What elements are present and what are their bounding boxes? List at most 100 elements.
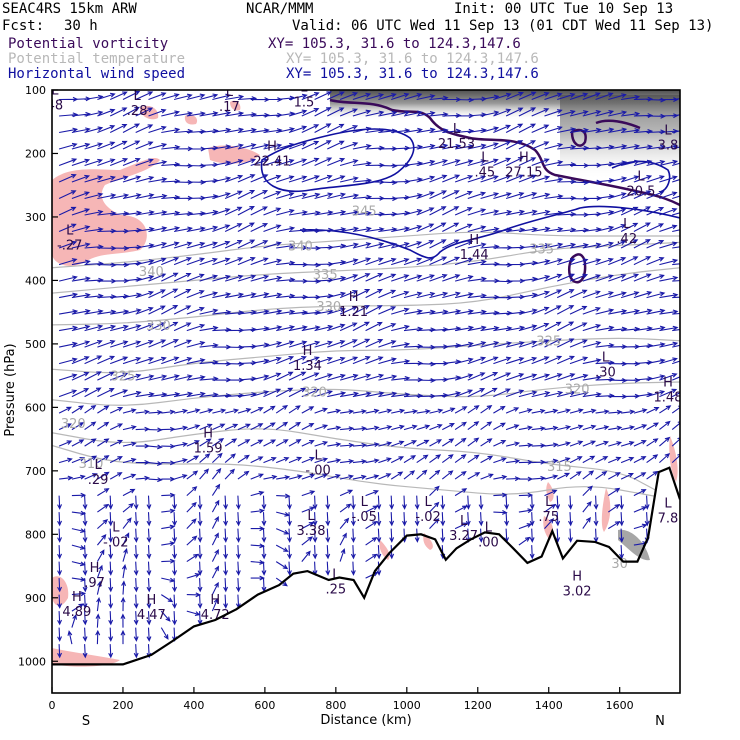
wind-vector: [646, 159, 666, 167]
wind-vector: [325, 495, 331, 510]
wind-vector: [440, 512, 446, 527]
wind-vector: [161, 321, 179, 332]
wind-vector: [172, 545, 178, 560]
wind-vector: [595, 127, 615, 134]
wind-vector: [340, 426, 355, 432]
extremum-type: L: [602, 350, 610, 365]
wind-vector: [646, 406, 660, 414]
wind-vector: [569, 273, 589, 282]
wind-vector: [352, 409, 367, 415]
wind-vector: [608, 208, 627, 216]
wind-vector: [659, 309, 679, 315]
wind-vector: [455, 325, 475, 332]
wind-vector: [199, 408, 214, 414]
wind-vector: [442, 291, 461, 299]
wind-vector: [122, 356, 142, 365]
wind-vector: [621, 94, 641, 101]
wind-vector: [672, 312, 680, 315]
org-label: NCAR/MMM: [246, 1, 314, 17]
wind-vector: [314, 356, 333, 365]
wind-vector: [82, 512, 88, 527]
wind-vector: [57, 594, 63, 609]
wind-vector: [569, 322, 588, 332]
wind-vector: [376, 561, 382, 576]
wind-vector: [135, 426, 150, 432]
theta-label: 310: [79, 457, 104, 472]
wind-vector: [582, 307, 601, 315]
wind-vector: [58, 457, 73, 464]
wind-vector: [544, 489, 558, 497]
wind-vector: [133, 627, 139, 642]
wind-vector: [148, 210, 168, 216]
wind-vector: [250, 206, 268, 216]
wind-vector: [58, 423, 72, 431]
wind-vector: [97, 355, 116, 365]
wind-vector: [620, 206, 639, 216]
wind-vector: [505, 356, 525, 365]
wind-vector: [97, 193, 117, 200]
wind-vector: [378, 441, 393, 447]
wind-vector: [569, 110, 589, 117]
wind-vector: [454, 207, 473, 216]
wind-vector: [97, 108, 116, 117]
wind-vector: [608, 441, 622, 447]
wind-vector: [376, 528, 382, 543]
wind-vector: [391, 110, 411, 117]
wind-vector: [619, 528, 625, 543]
wind-vector: [518, 123, 537, 133]
wind-vector: [225, 111, 245, 117]
wind-vectors: [57, 90, 680, 659]
wind-vector: [97, 421, 110, 431]
wind-vector: [212, 292, 232, 299]
wind-vector: [135, 175, 155, 183]
wind-vector: [544, 273, 563, 282]
wind-vector: [325, 561, 331, 576]
wind-vector: [518, 425, 533, 431]
wind-vector: [671, 453, 680, 464]
wind-vector: [122, 473, 137, 480]
extremum-type: L: [112, 520, 120, 535]
wind-vector: [557, 109, 576, 117]
wind-vector: [416, 327, 436, 333]
wind-vector: [608, 472, 621, 480]
wind-vector: [672, 212, 680, 216]
extremum-type: L: [637, 169, 645, 184]
wind-vector: [620, 222, 639, 232]
wind-vector: [173, 305, 192, 315]
wind-vector: [505, 441, 521, 447]
wind-vector: [391, 274, 410, 282]
wind-vector: [531, 226, 551, 233]
wind-vector: [569, 289, 588, 299]
wind-vector: [301, 140, 320, 150]
wind-vector: [582, 290, 601, 299]
wind-vector: [58, 275, 78, 282]
wind-vector: [544, 321, 562, 332]
wind-vector: [161, 492, 176, 498]
theta-335-line: [52, 241, 680, 294]
wind-vector: [161, 443, 176, 449]
wind-vector: [186, 455, 200, 464]
wind-vector: [621, 128, 641, 134]
x-tick-label-200: 200: [112, 699, 133, 712]
wind-vector: [197, 512, 203, 527]
x-axis-label: Distance (km): [320, 713, 411, 728]
wind-vector: [301, 92, 320, 101]
wind-vector: [659, 325, 679, 332]
wind-vector: [263, 356, 282, 365]
wind-vector: [480, 209, 500, 216]
wind-vector: [327, 473, 341, 480]
wind-vector: [250, 274, 270, 282]
wind-vector: [672, 130, 680, 134]
legend-wind-xy: XY= 105.3, 31.6 to 124.3,147.6: [286, 66, 539, 82]
wind-vector: [544, 408, 559, 414]
wind-vector: [97, 371, 115, 381]
extremum-value: .97: [84, 576, 105, 591]
wind-vector: [544, 373, 563, 381]
wind-vector: [211, 532, 219, 546]
wind-vector: [59, 127, 79, 134]
wind-vector: [467, 372, 486, 381]
wind-vector: [263, 439, 277, 447]
wind-vector: [556, 289, 575, 299]
wind-vector: [173, 322, 192, 332]
